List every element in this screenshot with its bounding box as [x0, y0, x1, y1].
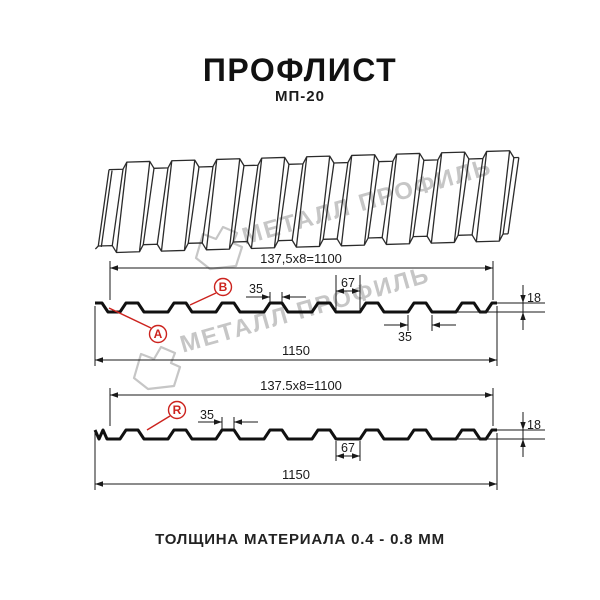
- callout-circle-b: [213, 277, 233, 297]
- callout-label-b: B: [219, 280, 228, 294]
- dim-valley-label: 67: [341, 441, 355, 455]
- callout-label-r: R: [173, 403, 182, 417]
- cross-section-front: A B 137,5x8=1100 35 67 18 35 1150: [94, 251, 545, 366]
- dimension-arrowheads: [95, 265, 526, 363]
- metal-profile-logo-icon: [132, 345, 182, 391]
- dim-span-label: 137.5x8=1100: [260, 378, 342, 393]
- dim-crest-label: 35: [249, 282, 263, 296]
- profile-outline: [93, 428, 497, 441]
- callouts: [108, 277, 233, 344]
- dim-crest-label: 35: [200, 408, 214, 422]
- material-thickness-note: ТОЛЩИНА МАТЕРИАЛА 0.4 - 0.8 ММ: [155, 531, 445, 548]
- dimension-arrowheads: [95, 392, 526, 487]
- dim-valley-label: 67: [341, 276, 355, 290]
- profile-3d-view: [94, 150, 520, 254]
- dim-height-label: 18: [527, 291, 541, 305]
- dim-base-label: 35: [398, 330, 412, 344]
- cross-section-reverse: R 137.5x8=1100 35 67 18 1150: [93, 378, 545, 490]
- dim-overall-label: 1150: [282, 467, 310, 482]
- profile-outline: [95, 301, 497, 314]
- callout-label-a: A: [154, 327, 163, 341]
- page-title: ПРОФЛИСТ: [202, 52, 398, 88]
- dim-overall-label: 1150: [282, 343, 310, 358]
- dim-span-label: 137,5x8=1100: [260, 251, 342, 266]
- dimension-lines: [94, 388, 545, 490]
- callout-circle-a: [148, 324, 168, 344]
- callout-circle-r: [167, 400, 187, 420]
- profile-model: МП-20: [275, 88, 325, 105]
- callouts: [146, 400, 187, 431]
- dim-height-label: 18: [527, 418, 541, 432]
